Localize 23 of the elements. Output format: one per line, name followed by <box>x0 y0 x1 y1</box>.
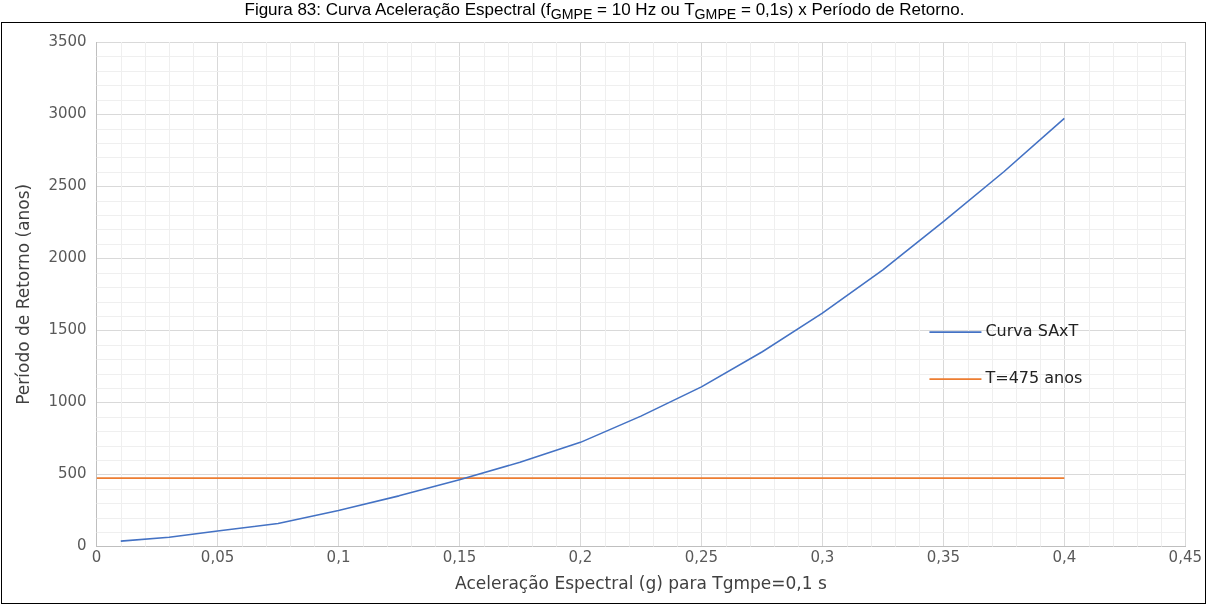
chart-title: Figura 83: Curva Aceleração Espectral (f$_{GMPE}$ = 10 Hz ou T$_{GMPE}$ = 0,1s) x Período de Retorno. <box>243 0 966 25</box>
y-tick-label: 2000 <box>48 248 87 267</box>
x-tick-label: 0,4 <box>1052 548 1077 567</box>
x-tick-label: 0,1 <box>326 548 351 567</box>
y-tick-label: 0 <box>77 536 87 555</box>
x-tick-label: 0,05 <box>200 548 235 567</box>
y-tick-label: 3500 <box>48 31 87 50</box>
x-tick-label: 0 <box>91 548 102 567</box>
y-tick-label: 1500 <box>48 320 87 339</box>
x-tick-label: 0,2 <box>568 548 593 567</box>
y-tick-label: 1000 <box>48 392 87 411</box>
x-tick-label: 0,3 <box>810 548 835 567</box>
y-axis-title: Período de Retorno (anos) <box>12 183 33 405</box>
x-tick-label: 0,25 <box>684 548 719 567</box>
legend-label: T=475 anos <box>984 368 1083 388</box>
y-tick-label: 2500 <box>48 176 87 195</box>
x-tick-label: 0,35 <box>926 548 961 567</box>
x-axis-title: Aceleração Espectral (g) para Tgmpe=0,1 s <box>455 573 827 594</box>
y-tick-label: 500 <box>57 464 87 483</box>
legend-label: Curva SAxT <box>985 321 1079 341</box>
y-tick-label: 3000 <box>48 103 87 122</box>
x-tick-label: 0,15 <box>442 548 477 567</box>
x-tick-label: 0,45 <box>1168 548 1202 567</box>
